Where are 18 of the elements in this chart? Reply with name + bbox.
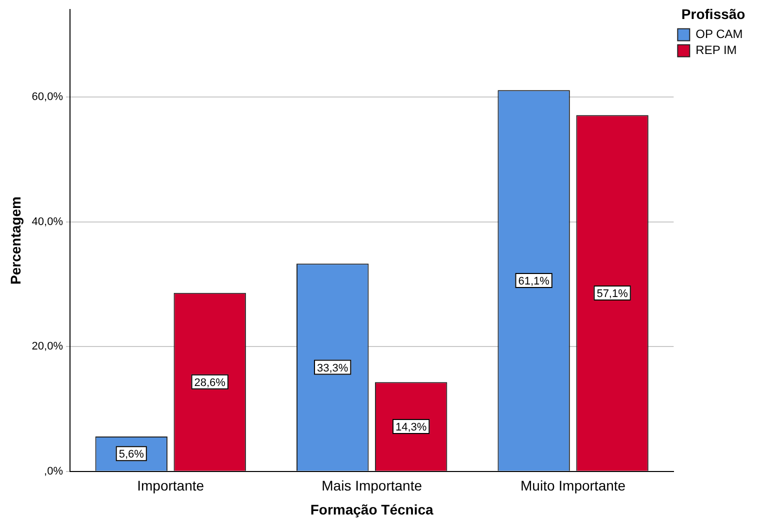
legend-title: Profissão xyxy=(681,6,746,22)
legend-label: OP CAM xyxy=(696,27,743,42)
x-tick-label: Muito Importante xyxy=(520,478,626,494)
data-label: 28,6% xyxy=(194,376,226,389)
x-tick-label: Importante xyxy=(137,478,204,494)
y-tick-label: 40,0% xyxy=(32,216,64,228)
data-label: 33,3% xyxy=(316,362,348,374)
legend-label: REP IM xyxy=(696,43,737,58)
data-label: 61,1% xyxy=(518,276,550,288)
y-axis-title: Percentagem xyxy=(7,196,24,284)
x-tick-label: Mais Importante xyxy=(322,478,422,494)
data-label: 57,1% xyxy=(596,288,628,300)
y-tick-label: 20,0% xyxy=(32,340,64,353)
data-label: 14,3% xyxy=(395,422,427,434)
y-tick-label: 60,0% xyxy=(32,91,64,103)
data-label: 5,6% xyxy=(118,448,144,461)
x-axis-title: Formação Técnica xyxy=(310,501,434,518)
y-tick-label: ,0% xyxy=(44,465,64,478)
